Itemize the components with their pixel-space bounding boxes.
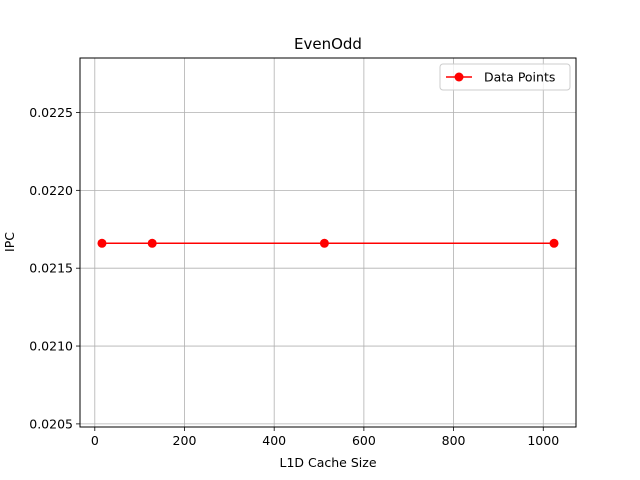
data-point-marker: [97, 238, 107, 248]
y-tick-label: 0.0210: [29, 339, 73, 354]
plot-area-frame: [79, 57, 577, 428]
y-tick-label: 0.0220: [29, 183, 73, 198]
x-tick-label: 400: [262, 433, 286, 448]
legend-box: [439, 63, 571, 91]
x-tick-label: 200: [173, 433, 197, 448]
y-tick-label: 0.0205: [29, 416, 73, 431]
legend: Data Points: [439, 63, 571, 91]
axis-ticks: 0 200 400 600 800 1000 0.0205 0.0210 0.0215 0.022…: [29, 105, 559, 448]
x-tick-label: 0: [91, 433, 99, 448]
y-axis-label: IPC: [2, 232, 17, 252]
data-point-marker: [147, 238, 157, 248]
legend-label: Data Points: [484, 70, 555, 85]
y-tick-label: 0.0215: [29, 261, 73, 276]
x-axis-label: L1D Cache Size: [279, 455, 376, 470]
data-series: [97, 238, 559, 248]
x-tick-label: 800: [442, 433, 466, 448]
y-tick-label: 0.0225: [29, 105, 73, 120]
data-point-marker: [549, 238, 559, 248]
x-tick-label: 600: [352, 433, 376, 448]
legend-marker-swatch: [454, 72, 464, 82]
chart-title: EvenOdd: [294, 35, 362, 53]
grid-lines: [80, 58, 576, 427]
x-tick-label: 1000: [527, 433, 559, 448]
data-point-marker: [319, 238, 329, 248]
